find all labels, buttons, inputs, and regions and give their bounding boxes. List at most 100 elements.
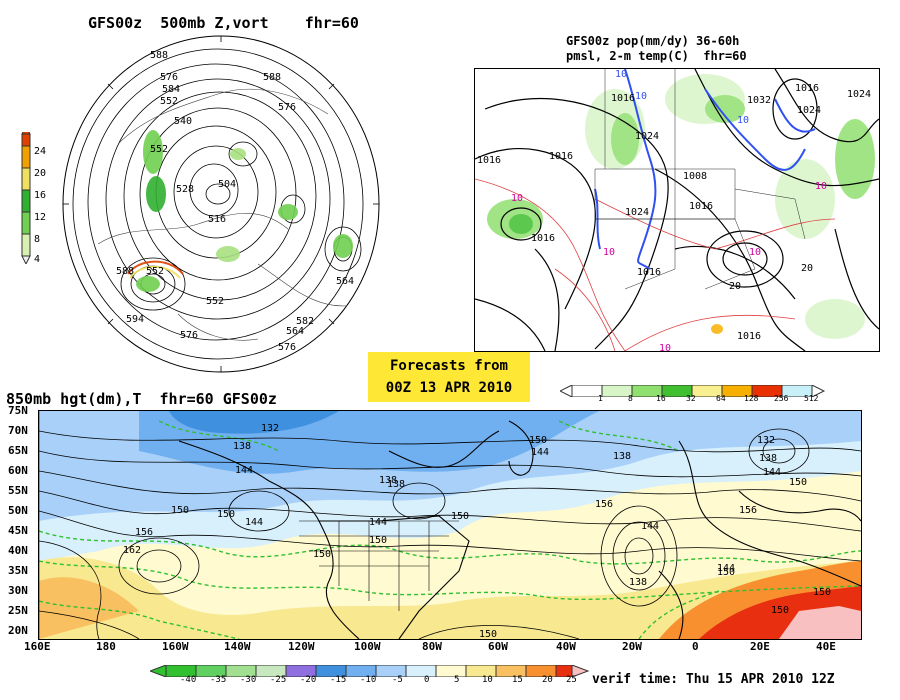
contour-label: 564 <box>286 326 305 337</box>
isobar-label: 1024 <box>635 131 660 142</box>
contour-label: 588 <box>116 266 135 277</box>
height-label: 150 <box>717 567 736 578</box>
height-label: 150 <box>813 587 832 598</box>
lon-label: 40W <box>556 640 576 653</box>
vort-tick: 24 <box>34 146 47 157</box>
lon-label: 160E <box>24 640 51 653</box>
temp-label: 10 <box>615 69 628 80</box>
vort-tick: 20 <box>34 168 47 179</box>
height-label: 150 <box>369 535 388 546</box>
isobar-label: 1016 <box>477 155 502 166</box>
temp-label: 10 <box>737 115 750 126</box>
contour-label: 582 <box>296 316 315 327</box>
vort-tick: 12 <box>34 212 47 223</box>
height-label: 132 <box>261 423 280 434</box>
temp-colorbar-svg <box>148 664 590 678</box>
temp-label: 20 <box>801 263 814 274</box>
lat-label: 45N <box>8 524 28 537</box>
lon-label: 120W <box>288 640 315 653</box>
height-label: 150 <box>171 505 190 516</box>
height-label: 132 <box>757 435 776 446</box>
contour-label: 504 <box>218 179 237 190</box>
contour-label: 528 <box>176 184 195 195</box>
isobar-label: 1024 <box>625 207 650 218</box>
contour-label: 516 <box>208 214 227 225</box>
temp-tick: 25 <box>566 675 577 685</box>
height-label: 144 <box>245 517 264 528</box>
lat-axis: 75N 70N 65N 60N 55N 50N 45N 40N 35N 30N … <box>4 404 36 638</box>
lon-label: 140W <box>224 640 251 653</box>
temp-tick: -15 <box>330 675 347 685</box>
polar-map-500mb: 588 576 584 552 540 528 516 504 552 588 … <box>58 34 388 379</box>
contour-label: 552 <box>206 296 225 307</box>
isobar-label: 1032 <box>747 95 772 106</box>
height-label: 150 <box>479 629 498 640</box>
height-label: 138 <box>387 479 406 490</box>
contour-label: 584 <box>162 84 181 95</box>
height-label: 144 <box>717 563 736 574</box>
pop-tick: 256 <box>774 394 789 403</box>
panel-850mb-title: 850mb hgt(dm),T fhr=60 GFS00z <box>6 390 277 408</box>
height-label: 144 <box>641 521 660 532</box>
contour-label: 576 <box>278 102 297 113</box>
pmsl-map-svg <box>475 69 879 351</box>
lon-label: 20E <box>750 640 770 653</box>
lat-label: 60N <box>8 464 28 477</box>
contour-label: 564 <box>336 276 355 287</box>
lon-label: 160W <box>162 640 189 653</box>
lon-label: 0 <box>692 640 699 653</box>
isobar-label: 1016 <box>689 201 714 212</box>
pop-tick: 1 <box>598 394 603 403</box>
height-label: 144 <box>235 465 254 476</box>
contour-label: 576 <box>180 330 199 341</box>
contour-label: 540 <box>174 116 193 127</box>
lat-label: 55N <box>8 484 28 497</box>
contour-label: 588 <box>150 50 169 61</box>
temp-tick: -35 <box>210 675 227 685</box>
isobar-label: 1016 <box>737 331 762 342</box>
contour-label: 552 <box>146 266 165 277</box>
850mb-map: 132 138 144 150 156 162 150 144 138 150 … <box>38 410 862 640</box>
isobar-label: 1016 <box>795 83 820 94</box>
lat-label: 75N <box>8 404 28 417</box>
vort-tick: 8 <box>34 234 41 245</box>
lat-label: 25N <box>8 604 28 617</box>
contour-label: 576 <box>278 342 297 353</box>
height-label: 156 <box>739 505 758 516</box>
isobar-label: 1024 <box>847 89 872 100</box>
height-label: 144 <box>763 467 782 478</box>
temp-tick: -25 <box>270 675 287 685</box>
vort-tick: 4 <box>34 254 41 265</box>
temp-label: 10 <box>659 343 672 352</box>
pop-tick: 512 <box>804 394 819 403</box>
isobar-label: 1024 <box>797 105 822 116</box>
height-label: 144 <box>531 447 550 458</box>
isobar-label: 1016 <box>531 233 556 244</box>
isobar-label: 1016 <box>637 267 662 278</box>
panel-pmsl-title-line1: GFS00z pop(mm/dy) 36-60h <box>566 34 740 48</box>
temp-tick: -10 <box>360 675 377 685</box>
temp-label: 10 <box>815 181 828 192</box>
temp-label: 10 <box>749 247 762 258</box>
height-label: 156 <box>135 527 154 538</box>
pmsl-map: 1016 1024 1016 1016 1024 1008 1016 1016 … <box>474 68 880 352</box>
isobar-label: 1016 <box>611 93 636 104</box>
temp-tick: -20 <box>300 675 317 685</box>
temp-tick: 0 <box>424 675 430 685</box>
temp-tick: -5 <box>392 675 403 685</box>
height-label: 138 <box>613 451 632 462</box>
contour-label: 588 <box>263 72 282 83</box>
height-label: 150 <box>313 549 332 560</box>
height-label: 138 <box>629 577 648 588</box>
lon-label: 100W <box>354 640 381 653</box>
pop-tick: 8 <box>628 394 633 403</box>
vort-tick: 16 <box>34 190 47 201</box>
lon-label: 40E <box>816 640 836 653</box>
temp-label: 10 <box>635 91 648 102</box>
contour-label: 576 <box>160 72 179 83</box>
contour-label: 552 <box>150 144 169 155</box>
contour-label: 552 <box>160 96 179 107</box>
850mb-map-svg <box>39 411 861 639</box>
height-label: 138 <box>379 475 398 486</box>
pop-tick: 16 <box>656 394 666 403</box>
